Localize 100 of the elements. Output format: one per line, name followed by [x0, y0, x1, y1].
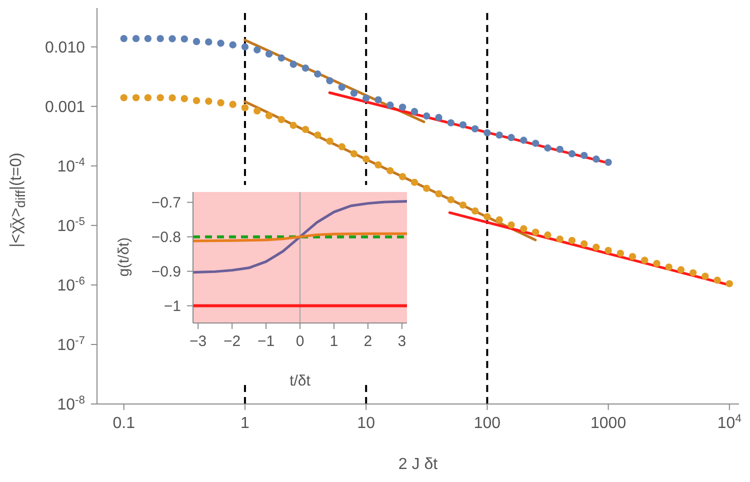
point	[592, 156, 600, 163]
x-axis-title: 2 J δt	[398, 456, 438, 474]
x-tick-label: 3	[398, 333, 406, 350]
x-tick-label: −2	[224, 333, 241, 350]
point	[314, 131, 322, 139]
point	[580, 240, 588, 248]
point	[254, 46, 261, 54]
point	[398, 173, 406, 180]
point	[132, 34, 140, 42]
point	[290, 60, 297, 68]
point	[362, 94, 370, 102]
point	[192, 38, 200, 46]
line-series	[193, 200, 407, 274]
point	[254, 107, 261, 115]
x-axis-title: t/δt	[290, 372, 310, 390]
y-tick-label: 0.010	[44, 39, 86, 56]
y-tick-label: −1	[164, 298, 181, 316]
point	[229, 100, 236, 108]
point	[156, 34, 164, 42]
point	[641, 256, 648, 264]
point	[180, 95, 188, 102]
point	[374, 96, 382, 104]
y-axis-title: g(t/δt)	[116, 237, 132, 277]
line-series	[193, 232, 407, 242]
point	[386, 167, 394, 174]
point	[508, 221, 515, 229]
point	[144, 34, 152, 42]
point	[628, 252, 636, 260]
point	[580, 152, 588, 160]
point	[714, 276, 721, 284]
point	[435, 190, 442, 198]
point	[604, 246, 612, 254]
point	[592, 244, 600, 251]
point	[689, 269, 697, 276]
point	[326, 138, 334, 145]
point	[423, 184, 430, 192]
point	[447, 196, 454, 204]
point	[544, 231, 552, 239]
point	[168, 35, 176, 42]
y-tick-label: −0.8	[151, 229, 181, 246]
point	[520, 136, 528, 144]
y-tick-label: 10$^{-5}$	[57, 216, 85, 236]
point	[604, 158, 612, 166]
point	[496, 131, 503, 139]
y-tick-label: 10$^{-6}$	[57, 276, 85, 295]
point	[302, 64, 310, 72]
point	[568, 150, 576, 158]
point	[217, 40, 224, 47]
point	[520, 225, 528, 232]
point	[144, 94, 152, 102]
point	[447, 119, 454, 126]
y-tick-label: 10$^{-7}$	[57, 335, 85, 354]
y-tick-label: −0.7	[151, 194, 181, 212]
y-tick-label: −0.9	[151, 264, 181, 281]
x-tick-label: 10	[357, 415, 376, 432]
x-tick-label: −1	[257, 333, 275, 350]
point	[410, 178, 418, 186]
point	[423, 112, 430, 120]
point	[229, 41, 236, 48]
point	[374, 161, 382, 169]
point	[508, 134, 515, 142]
point	[290, 122, 297, 129]
point	[278, 54, 286, 62]
point	[532, 140, 540, 147]
point	[132, 94, 140, 102]
point	[314, 70, 322, 78]
point	[653, 260, 660, 268]
point	[616, 250, 624, 257]
point	[120, 34, 128, 42]
point	[350, 90, 358, 97]
point	[496, 216, 503, 224]
point	[180, 35, 188, 43]
point	[265, 50, 273, 58]
point	[544, 144, 552, 152]
point	[556, 146, 564, 153]
point	[702, 272, 709, 280]
point	[459, 201, 467, 209]
point	[532, 228, 540, 236]
point	[386, 102, 394, 109]
point	[726, 280, 734, 288]
point	[241, 104, 249, 112]
point	[362, 156, 370, 163]
point	[350, 150, 358, 158]
x-tick-label: 1	[240, 415, 250, 432]
y-tick-label: 10$^{-8}$	[57, 394, 85, 414]
y-tick-label: 10$^{-4}$	[57, 156, 85, 176]
point	[168, 94, 176, 102]
point	[192, 97, 200, 104]
point	[568, 236, 576, 244]
x-tick-label: −3	[190, 333, 207, 350]
point	[435, 114, 442, 122]
point	[338, 84, 346, 91]
point	[410, 108, 418, 116]
point	[278, 116, 286, 124]
point	[326, 77, 334, 84]
y-tick-label: 0.001	[44, 99, 86, 116]
point	[205, 38, 212, 46]
point	[338, 143, 346, 150]
x-tick-label: 100	[474, 415, 501, 432]
x-tick-label: 1	[330, 333, 338, 350]
